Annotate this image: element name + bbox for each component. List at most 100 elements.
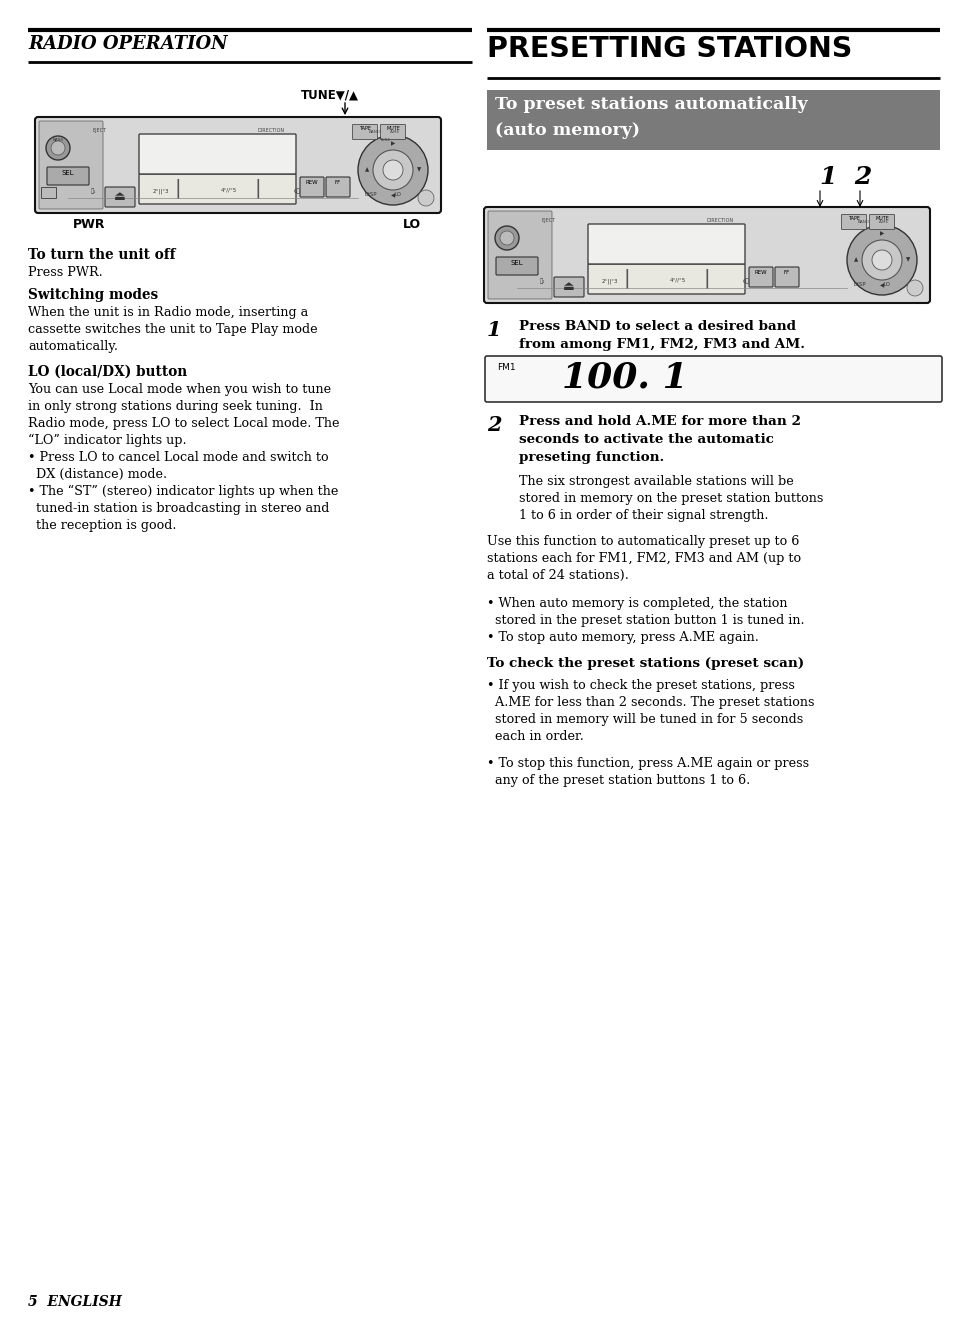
Text: SEL: SEL	[510, 260, 523, 266]
Text: DISP: DISP	[364, 192, 377, 197]
Text: |: |	[174, 178, 181, 197]
Text: 1 to 6 in order of their signal strength.: 1 to 6 in order of their signal strength…	[518, 509, 768, 522]
Text: Press and hold A.ME for more than 2: Press and hold A.ME for more than 2	[518, 416, 801, 428]
Text: BAND: BAND	[369, 131, 380, 135]
Text: DIRECTION: DIRECTION	[706, 218, 734, 222]
FancyBboxPatch shape	[774, 266, 799, 286]
Text: seconds to activate the automatic: seconds to activate the automatic	[518, 433, 773, 446]
Text: in only strong stations during seek tuning.  In: in only strong stations during seek tuni…	[28, 400, 322, 413]
Text: ▶: ▶	[391, 141, 395, 147]
Text: the reception is good.: the reception is good.	[28, 519, 176, 531]
Text: Press BAND to select a desired band: Press BAND to select a desired band	[518, 320, 796, 333]
FancyBboxPatch shape	[352, 124, 377, 140]
Text: ▼: ▼	[905, 257, 909, 262]
FancyBboxPatch shape	[483, 206, 929, 302]
Text: |: |	[623, 268, 630, 288]
Text: 4°//°5: 4°//°5	[669, 278, 685, 282]
Text: • When auto memory is completed, the station: • When auto memory is completed, the sta…	[486, 597, 786, 610]
Text: • If you wish to check the preset stations, press: • If you wish to check the preset statio…	[486, 679, 794, 693]
FancyBboxPatch shape	[299, 177, 324, 197]
Text: any of the preset station buttons 1 to 6.: any of the preset station buttons 1 to 6…	[486, 774, 749, 787]
Text: • Press LO to cancel Local mode and switch to: • Press LO to cancel Local mode and swit…	[28, 452, 328, 464]
Text: ◀: ◀	[879, 284, 883, 289]
Text: LO (local/DX) button: LO (local/DX) button	[28, 365, 187, 380]
Text: LO: LO	[882, 282, 889, 286]
Text: REW: REW	[754, 270, 766, 274]
FancyBboxPatch shape	[326, 177, 350, 197]
FancyBboxPatch shape	[748, 266, 772, 286]
FancyBboxPatch shape	[486, 91, 939, 151]
Text: TUNE▼/▲: TUNE▼/▲	[301, 88, 358, 101]
FancyBboxPatch shape	[139, 174, 295, 204]
Text: stations each for FM1, FM2, FM3 and AM (up to: stations each for FM1, FM2, FM3 and AM (…	[486, 551, 801, 565]
Text: A.ME: A.ME	[390, 131, 399, 135]
Text: FF: FF	[335, 180, 341, 185]
Text: 1  2: 1 2	[820, 165, 871, 189]
Circle shape	[357, 135, 428, 205]
Text: ▲: ▲	[364, 168, 369, 173]
Text: 6Ⓢ: 6Ⓢ	[294, 188, 300, 193]
Text: Ⓢ₁: Ⓢ₁	[538, 278, 544, 284]
Text: from among FM1, FM2, FM3 and AM.: from among FM1, FM2, FM3 and AM.	[518, 338, 804, 352]
Text: FF: FF	[783, 270, 789, 274]
Text: EJECT: EJECT	[92, 128, 107, 133]
FancyBboxPatch shape	[554, 277, 583, 297]
Text: TAPE: TAPE	[847, 216, 859, 221]
Text: DX (distance) mode.: DX (distance) mode.	[28, 468, 167, 481]
Text: ⏏: ⏏	[114, 190, 126, 202]
Text: 4°//°5: 4°//°5	[221, 188, 237, 193]
Text: stored in memory on the preset station buttons: stored in memory on the preset station b…	[518, 492, 822, 505]
FancyBboxPatch shape	[47, 166, 89, 185]
Text: PWR: PWR	[73, 218, 106, 230]
Text: Switching modes: Switching modes	[28, 288, 158, 302]
Circle shape	[495, 226, 518, 250]
Text: preseting function.: preseting function.	[518, 452, 663, 464]
FancyBboxPatch shape	[587, 264, 744, 294]
Text: DIRECTION: DIRECTION	[257, 128, 285, 133]
Text: You can use Local mode when you wish to tune: You can use Local mode when you wish to …	[28, 384, 331, 396]
Text: 2°||°3: 2°||°3	[601, 278, 618, 284]
Text: • The “ST” (stereo) indicator lights up when the: • The “ST” (stereo) indicator lights up …	[28, 485, 338, 498]
FancyBboxPatch shape	[484, 356, 941, 402]
Text: MUTE: MUTE	[874, 216, 888, 221]
Circle shape	[871, 250, 891, 270]
Text: MUTE: MUTE	[386, 127, 399, 131]
FancyBboxPatch shape	[35, 117, 440, 213]
Text: RADIO OPERATION: RADIO OPERATION	[28, 35, 228, 53]
Text: each in order.: each in order.	[486, 730, 583, 743]
Text: 6Ⓢ: 6Ⓢ	[741, 278, 749, 284]
Text: SEL: SEL	[62, 170, 74, 176]
Text: To turn the unit off: To turn the unit off	[28, 248, 175, 262]
Text: A.ME: A.ME	[878, 220, 888, 224]
Text: To check the preset stations (preset scan): To check the preset stations (preset sca…	[486, 657, 803, 670]
Text: 100. 1: 100. 1	[561, 361, 687, 396]
Text: |: |	[254, 178, 261, 197]
Text: cassette switches the unit to Tape Play mode: cassette switches the unit to Tape Play …	[28, 322, 317, 336]
Text: (auto memory): (auto memory)	[495, 123, 639, 139]
Text: A.ME for less than 2 seconds. The preset stations: A.ME for less than 2 seconds. The preset…	[486, 697, 814, 709]
Text: Use this function to automatically preset up to 6: Use this function to automatically prese…	[486, 535, 799, 547]
Text: stored in the preset station button 1 is tuned in.: stored in the preset station button 1 is…	[486, 614, 803, 627]
Text: TUNE: TUNE	[379, 139, 390, 143]
Circle shape	[846, 225, 916, 294]
Text: EJECT: EJECT	[541, 218, 556, 222]
Text: FM1: FM1	[497, 364, 515, 372]
Text: ⏏: ⏏	[562, 280, 575, 293]
FancyBboxPatch shape	[380, 124, 405, 140]
Text: BASS: BASS	[53, 139, 64, 143]
Circle shape	[499, 230, 514, 245]
FancyBboxPatch shape	[496, 257, 537, 274]
Circle shape	[46, 136, 70, 160]
Text: Radio mode, press LO to select Local mode. The: Radio mode, press LO to select Local mod…	[28, 417, 339, 430]
FancyBboxPatch shape	[42, 188, 56, 198]
Text: a total of 24 stations).: a total of 24 stations).	[486, 569, 628, 582]
Text: When the unit is in Radio mode, inserting a: When the unit is in Radio mode, insertin…	[28, 306, 308, 318]
Text: ◀: ◀	[391, 193, 395, 198]
Text: REW: REW	[305, 180, 318, 185]
Text: |: |	[703, 268, 710, 288]
Text: LO: LO	[402, 218, 420, 230]
FancyBboxPatch shape	[587, 224, 744, 264]
Text: LO: LO	[395, 192, 401, 197]
Text: BAND: BAND	[857, 220, 869, 224]
FancyBboxPatch shape	[868, 214, 894, 229]
